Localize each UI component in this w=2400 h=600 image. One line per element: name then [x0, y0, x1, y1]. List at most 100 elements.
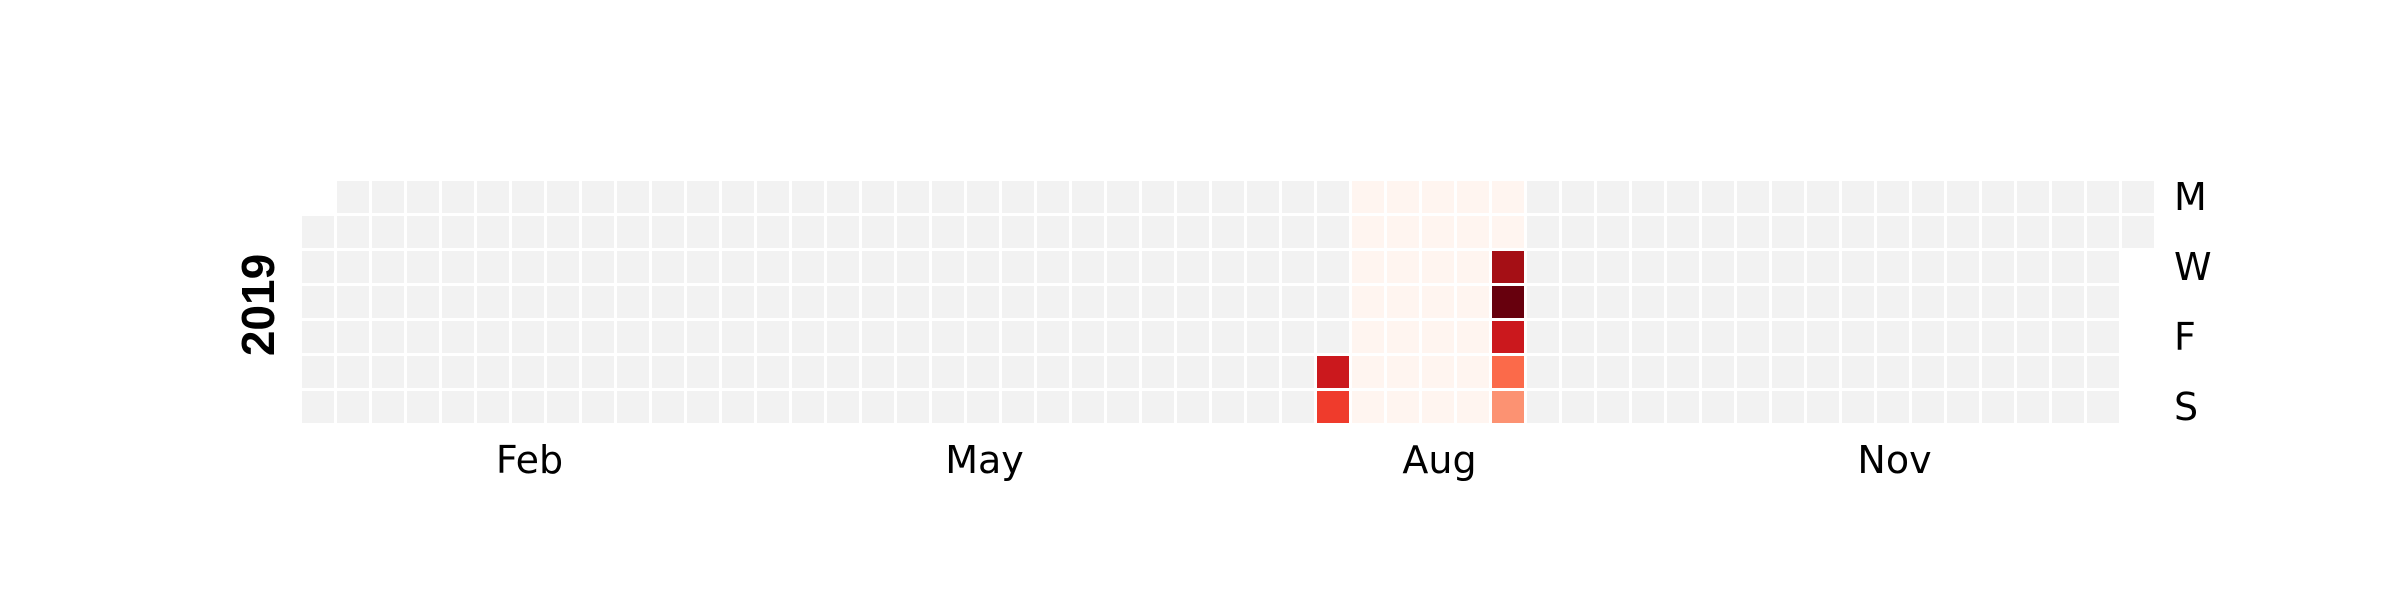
day-cell — [442, 216, 474, 248]
day-cell — [477, 356, 509, 388]
day-cell — [1632, 391, 1664, 423]
day-cell — [1772, 251, 1804, 283]
day-cell — [477, 251, 509, 283]
day-cell — [337, 216, 369, 248]
day-cell — [827, 181, 859, 213]
day-cell — [512, 286, 544, 318]
day-cell — [1492, 321, 1524, 353]
day-cell — [372, 286, 404, 318]
day-cell — [1177, 181, 1209, 213]
day-cell — [1037, 216, 1069, 248]
day-cell — [1982, 321, 2014, 353]
day-cell — [1737, 356, 1769, 388]
weekday-label: F — [2174, 315, 2196, 359]
day-cell — [967, 251, 999, 283]
day-cell — [932, 321, 964, 353]
day-cell — [1877, 251, 1909, 283]
day-cell — [1247, 181, 1279, 213]
day-cell — [897, 321, 929, 353]
day-cell — [1842, 356, 1874, 388]
day-cell — [757, 356, 789, 388]
day-cell — [1072, 356, 1104, 388]
day-cell — [1597, 216, 1629, 248]
day-cell — [617, 356, 649, 388]
day-cell — [1317, 321, 1349, 353]
day-cell — [1107, 356, 1139, 388]
day-cell — [1492, 251, 1524, 283]
day-cell — [1107, 181, 1139, 213]
day-cell — [1562, 286, 1594, 318]
day-cell — [1457, 181, 1489, 213]
day-cell — [1667, 251, 1699, 283]
month-label: Aug — [1402, 438, 1476, 482]
day-cell — [1037, 251, 1069, 283]
day-cell — [1142, 251, 1174, 283]
day-cell — [337, 251, 369, 283]
day-cell — [1842, 251, 1874, 283]
day-cell — [827, 356, 859, 388]
day-cell — [617, 181, 649, 213]
day-cell — [722, 181, 754, 213]
day-cell — [372, 181, 404, 213]
day-cell — [1597, 181, 1629, 213]
day-cell — [2087, 251, 2119, 283]
day-cell — [1492, 286, 1524, 318]
day-cell — [1282, 251, 1314, 283]
day-cell — [302, 251, 334, 283]
day-cell — [687, 251, 719, 283]
day-cell — [1422, 251, 1454, 283]
day-cell — [932, 216, 964, 248]
day-cell — [1772, 321, 1804, 353]
day-cell — [687, 181, 719, 213]
day-cell — [477, 391, 509, 423]
day-cell — [1877, 356, 1909, 388]
day-cell — [722, 391, 754, 423]
day-cell — [1072, 286, 1104, 318]
day-cell — [1947, 251, 1979, 283]
day-cell — [862, 286, 894, 318]
day-cell — [932, 356, 964, 388]
day-cell — [1072, 181, 1104, 213]
day-cell — [2052, 391, 2084, 423]
day-cell — [1702, 181, 1734, 213]
day-cell — [1037, 181, 1069, 213]
day-cell — [967, 321, 999, 353]
day-cell — [757, 286, 789, 318]
day-cell — [2017, 286, 2049, 318]
day-cell — [827, 216, 859, 248]
day-cell — [1807, 216, 1839, 248]
day-cell — [1107, 216, 1139, 248]
day-cell — [1562, 216, 1594, 248]
day-cell — [512, 181, 544, 213]
day-cell — [2017, 321, 2049, 353]
day-cell — [652, 181, 684, 213]
day-cell — [687, 356, 719, 388]
day-cell — [687, 216, 719, 248]
day-cell — [442, 356, 474, 388]
day-cell — [337, 391, 369, 423]
day-cell — [862, 181, 894, 213]
year-label: 2019 — [232, 254, 284, 356]
day-cell — [1632, 321, 1664, 353]
day-cell — [1702, 216, 1734, 248]
day-cell — [1457, 286, 1489, 318]
day-cell — [2017, 251, 2049, 283]
day-cell — [1807, 286, 1839, 318]
day-cell — [1317, 391, 1349, 423]
day-cell — [407, 181, 439, 213]
day-cell — [1527, 356, 1559, 388]
day-cell — [617, 251, 649, 283]
day-cell — [372, 216, 404, 248]
day-cell — [1107, 286, 1139, 318]
day-cell — [1562, 181, 1594, 213]
day-cell — [652, 251, 684, 283]
day-cell — [582, 391, 614, 423]
day-cell — [1597, 391, 1629, 423]
day-cell — [757, 391, 789, 423]
day-cell — [1387, 391, 1419, 423]
day-cell — [1492, 216, 1524, 248]
day-cell — [1877, 181, 1909, 213]
day-cell — [1422, 321, 1454, 353]
day-cell — [512, 356, 544, 388]
day-cell — [967, 286, 999, 318]
